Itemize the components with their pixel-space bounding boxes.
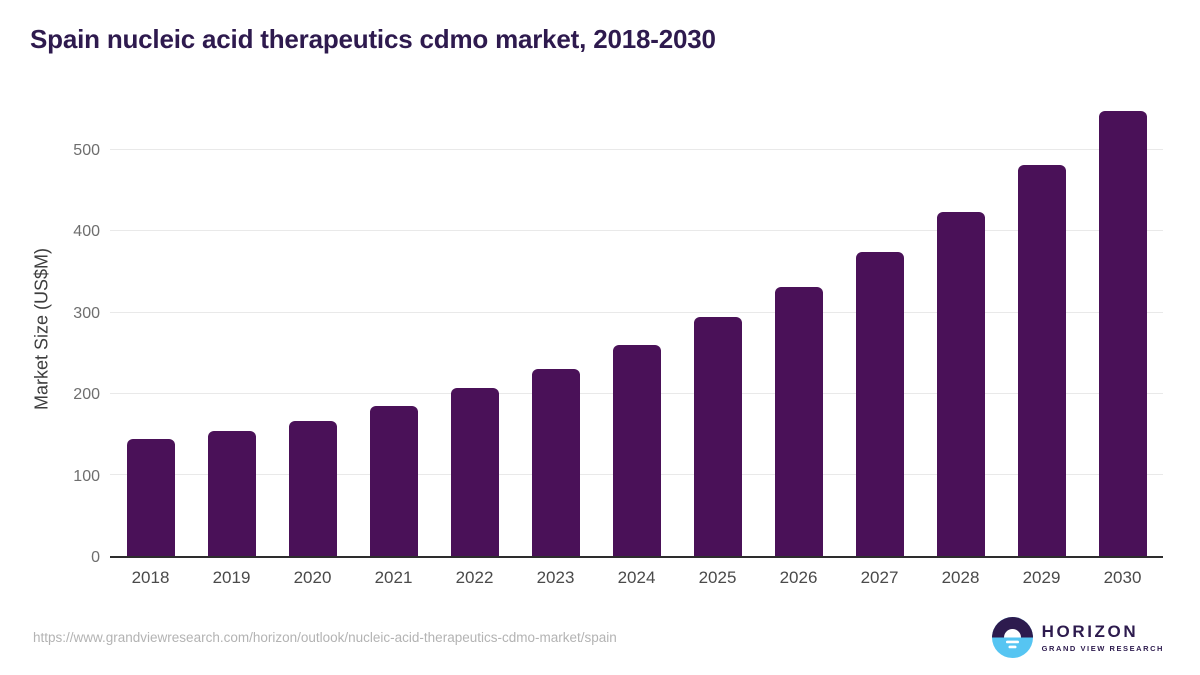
bar-slot-2024 [596,100,677,556]
x-tick-label-2030: 2030 [1103,568,1142,587]
bar-slot-2027 [839,100,920,556]
y-tick-label-100: 100 [73,467,100,485]
x-tick-label-2026: 2026 [779,568,818,587]
bar-slot-2028 [920,100,1001,556]
bar-2024 [612,345,661,556]
x-tick-label-2028: 2028 [941,568,980,587]
logo-text: HORIZON GRAND VIEW RESEARCH [1041,621,1164,653]
x-tick-label-2018: 2018 [131,568,170,587]
x-tick-label-2024: 2024 [617,568,656,587]
bar-2027 [855,251,904,556]
logo-name: HORIZON [1041,621,1139,641]
x-tick-label-2025: 2025 [698,568,737,587]
y-axis-title: Market Size (US$M) [31,247,52,411]
bar-series [110,100,1163,556]
plot-area [110,100,1163,558]
y-axis-tick-labels: 0 100 200 300 400 500 [56,100,100,566]
bar-2019 [207,431,256,556]
bar-2021 [369,405,418,556]
gridline-300 [110,311,1163,313]
gridline-400 [110,230,1163,232]
bar-2023 [531,368,580,556]
gridline-500 [110,149,1163,151]
x-axis-labels: 2018 2019 2020 2021 2022 2023 2024 2025 2026 2027… [110,566,1163,590]
bar-slot-2021 [353,100,434,556]
x-tick-label-2020: 2020 [293,568,332,587]
y-tick-label-200: 200 [73,386,100,403]
horizon-logo: HORIZON GRAND VIEW RESEARCH [991,616,1164,659]
bar-slot-2022 [434,100,515,556]
bar-2028 [936,211,985,556]
page-title: Spain nucleic acid therapeutics cdmo mar… [30,24,716,54]
bar-2029 [1017,164,1066,556]
source-url: https://www.grandviewresearch.com/horizo… [33,630,617,645]
bar-2018 [126,439,175,556]
x-tick-label-2021: 2021 [374,568,413,587]
bar-slot-2025 [677,100,758,556]
bar-slot-2026 [758,100,839,556]
x-tick-label-2023: 2023 [536,568,575,587]
bar-2022 [450,388,499,556]
bar-slot-2029 [1001,100,1082,556]
bar-slot-2023 [515,100,596,556]
bar-2025 [693,316,742,556]
logo-subtitle: GRAND VIEW RESEARCH [1041,643,1164,653]
bar-slot-2019 [191,100,272,556]
x-tick-label-2029: 2029 [1022,568,1061,587]
y-tick-label-0: 0 [91,549,100,566]
x-tick-label-2022: 2022 [455,568,494,587]
bar-slot-2018 [110,100,191,556]
x-tick-label-2027: 2027 [860,568,899,587]
y-tick-label-500: 500 [73,141,100,159]
y-tick-label-300: 300 [73,304,100,322]
bar-2020 [288,420,337,556]
horizon-logo-icon [991,617,1033,658]
bar-slot-2020 [272,100,353,556]
x-tick-label-2019: 2019 [212,568,251,587]
bar-2030 [1098,110,1147,556]
bar-2026 [774,287,823,556]
bar-slot-2030 [1082,100,1163,556]
y-tick-label-400: 400 [73,223,100,241]
